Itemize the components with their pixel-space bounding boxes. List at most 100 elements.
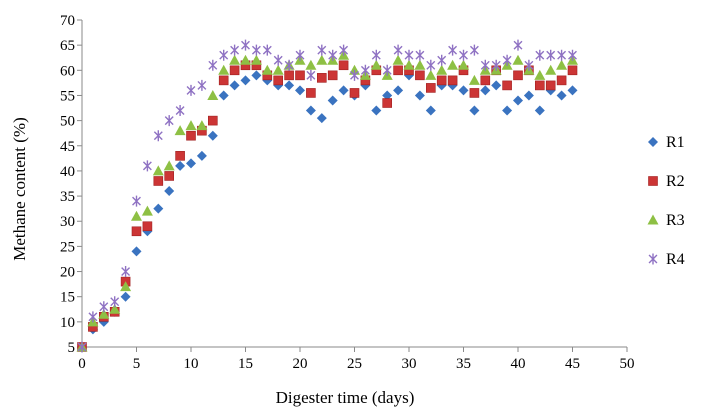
- data-point-r4: [208, 59, 218, 71]
- data-point-r1: [382, 90, 393, 101]
- x-tick-label: 25: [347, 356, 362, 372]
- data-point-r4: [393, 44, 403, 56]
- y-tick-label: 70: [60, 13, 75, 29]
- data-point-r2: [447, 75, 458, 86]
- data-point-r3: [534, 69, 546, 80]
- data-point-r3: [131, 210, 142, 221]
- data-point-r1: [469, 105, 480, 116]
- data-point-r1: [251, 70, 262, 81]
- data-point-r1: [491, 80, 502, 91]
- y-tick-label: 65: [60, 38, 75, 54]
- data-point-r2: [338, 60, 349, 71]
- data-point-r2: [142, 221, 153, 232]
- data-point-r1: [513, 95, 523, 106]
- legend: R1 R2 R3 R4: [647, 134, 685, 268]
- data-point-r1: [338, 85, 349, 96]
- data-point-r4: [121, 266, 131, 278]
- legend-label-r3: R3: [666, 212, 685, 229]
- data-point-r2: [218, 75, 229, 86]
- data-point-r4: [339, 44, 349, 56]
- data-point-r4: [448, 44, 458, 56]
- data-point-r3: [240, 54, 251, 65]
- data-point-r1: [164, 186, 175, 197]
- data-point-r2: [229, 65, 240, 76]
- data-point-r4: [306, 69, 316, 81]
- data-point-r2: [393, 65, 403, 76]
- data-point-r3: [458, 59, 469, 70]
- legend-marker-r4: [648, 253, 658, 265]
- data-point-r1: [153, 203, 164, 214]
- data-point-r2: [273, 75, 284, 86]
- data-point-r4: [241, 39, 250, 51]
- data-point-r2: [436, 75, 447, 86]
- data-point-r3: [196, 120, 208, 131]
- legend-marker-r3: [647, 214, 659, 225]
- y-tick-label: 25: [60, 239, 75, 255]
- data-point-r3: [109, 303, 121, 314]
- data-point-r2: [534, 80, 545, 91]
- data-point-r3: [229, 54, 241, 65]
- legend-label-r2: R2: [666, 173, 685, 190]
- data-point-r2: [349, 88, 360, 98]
- data-point-r2: [131, 226, 142, 237]
- data-point-r3: [218, 64, 230, 75]
- data-point-r3: [141, 205, 153, 216]
- data-point-r4: [142, 160, 152, 172]
- data-point-r4: [535, 49, 545, 61]
- data-point-r4: [197, 79, 207, 91]
- data-point-r1: [371, 105, 382, 116]
- data-point-r1: [556, 90, 567, 101]
- x-tick-label: 30: [402, 356, 417, 372]
- series-r4: [77, 39, 577, 353]
- data-point-r4: [77, 341, 87, 353]
- y-tick-label: 10: [60, 315, 75, 331]
- y-tick-label: 30: [60, 214, 75, 230]
- data-point-r4: [502, 54, 512, 66]
- data-marks: [76, 39, 578, 353]
- data-point-r2: [513, 70, 523, 81]
- x-tick-label: 5: [133, 356, 141, 372]
- data-point-r2: [306, 88, 316, 98]
- data-point-r4: [371, 49, 381, 61]
- data-point-r4: [480, 59, 490, 71]
- data-point-r3: [447, 59, 459, 70]
- y-tick-label: 40: [60, 164, 75, 180]
- x-tick-label: 35: [456, 356, 471, 372]
- data-point-r4: [415, 49, 425, 61]
- series-r2: [77, 60, 578, 352]
- data-point-r4: [110, 296, 120, 308]
- series-r3: [76, 49, 578, 352]
- axes: [77, 19, 628, 352]
- data-point-r4: [132, 195, 141, 207]
- x-tick-label: 10: [184, 356, 199, 372]
- x-tick-label: 50: [620, 356, 635, 372]
- y-tick-label: 55: [60, 88, 75, 104]
- data-point-r3: [512, 54, 524, 65]
- data-point-r1: [207, 130, 218, 141]
- data-point-r1: [284, 80, 295, 91]
- data-point-r4: [273, 54, 283, 66]
- y-tick-label: 45: [60, 139, 75, 155]
- data-point-r2: [316, 73, 327, 83]
- data-point-r4: [251, 44, 261, 56]
- data-point-r1: [120, 291, 131, 302]
- data-point-r3: [545, 64, 557, 75]
- data-point-r3: [120, 281, 132, 292]
- data-point-r3: [305, 59, 317, 70]
- data-point-r1: [240, 75, 251, 86]
- legend-label-r4: R4: [666, 251, 685, 268]
- data-point-r4: [513, 39, 523, 51]
- data-point-r4: [186, 84, 196, 96]
- data-point-r2: [382, 98, 393, 108]
- data-point-r2: [186, 130, 196, 141]
- data-point-r3: [207, 89, 219, 100]
- x-axis-label: Digester time (days): [276, 388, 415, 407]
- data-point-r4: [469, 44, 479, 56]
- data-point-r2: [469, 88, 480, 98]
- data-point-r1: [327, 95, 338, 106]
- legend-marker-r2: [648, 176, 658, 186]
- data-point-r4: [317, 44, 327, 56]
- data-point-r3: [98, 308, 110, 319]
- data-point-r4: [524, 59, 534, 71]
- y-tick-label: 50: [60, 114, 75, 130]
